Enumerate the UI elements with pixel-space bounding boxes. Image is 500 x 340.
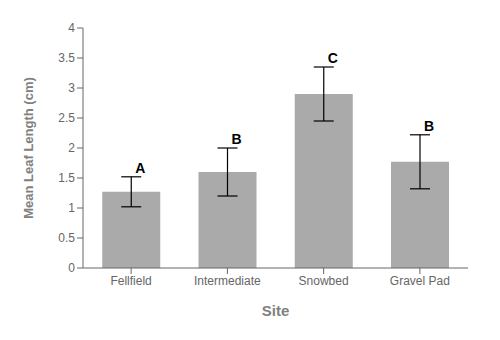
svg-text:Snowbed: Snowbed [299, 274, 349, 288]
svg-text:2.5: 2.5 [58, 111, 75, 125]
svg-text:0.5: 0.5 [58, 231, 75, 245]
svg-text:C: C [328, 50, 338, 66]
svg-text:2: 2 [68, 141, 75, 155]
svg-text:Intermediate: Intermediate [194, 274, 261, 288]
svg-text:A: A [135, 160, 145, 176]
svg-text:B: B [424, 118, 434, 134]
svg-text:Fellfield: Fellfield [110, 274, 151, 288]
svg-text:1: 1 [68, 201, 75, 215]
svg-text:Gravel Pad: Gravel Pad [390, 274, 450, 288]
svg-text:B: B [232, 131, 242, 147]
svg-text:Site: Site [262, 302, 290, 319]
svg-text:4: 4 [68, 21, 75, 35]
svg-text:3: 3 [68, 81, 75, 95]
svg-text:3.5: 3.5 [58, 51, 75, 65]
svg-text:1.5: 1.5 [58, 171, 75, 185]
svg-text:Mean Leaf Length (cm): Mean Leaf Length (cm) [21, 77, 36, 219]
svg-text:0: 0 [68, 261, 75, 275]
